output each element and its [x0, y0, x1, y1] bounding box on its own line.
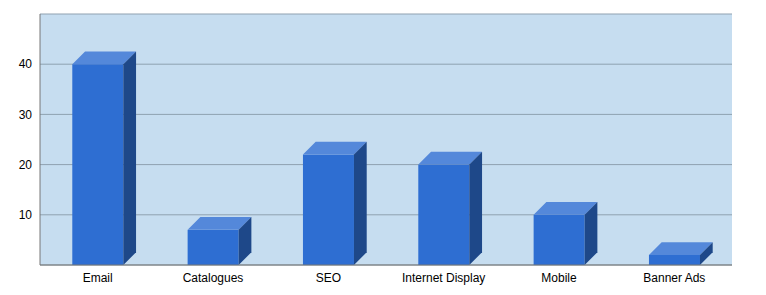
svg-text:30: 30: [19, 108, 33, 122]
svg-text:20: 20: [19, 158, 33, 172]
svg-text:40: 40: [19, 57, 33, 71]
svg-text:Catalogues: Catalogues: [183, 271, 244, 285]
svg-text:Email: Email: [83, 271, 113, 285]
svg-text:Internet Display: Internet Display: [402, 271, 485, 285]
svg-text:Mobile: Mobile: [541, 271, 577, 285]
svg-text:Banner Ads: Banner Ads: [643, 271, 705, 285]
svg-text:SEO: SEO: [316, 271, 341, 285]
svg-text:10: 10: [19, 208, 33, 222]
